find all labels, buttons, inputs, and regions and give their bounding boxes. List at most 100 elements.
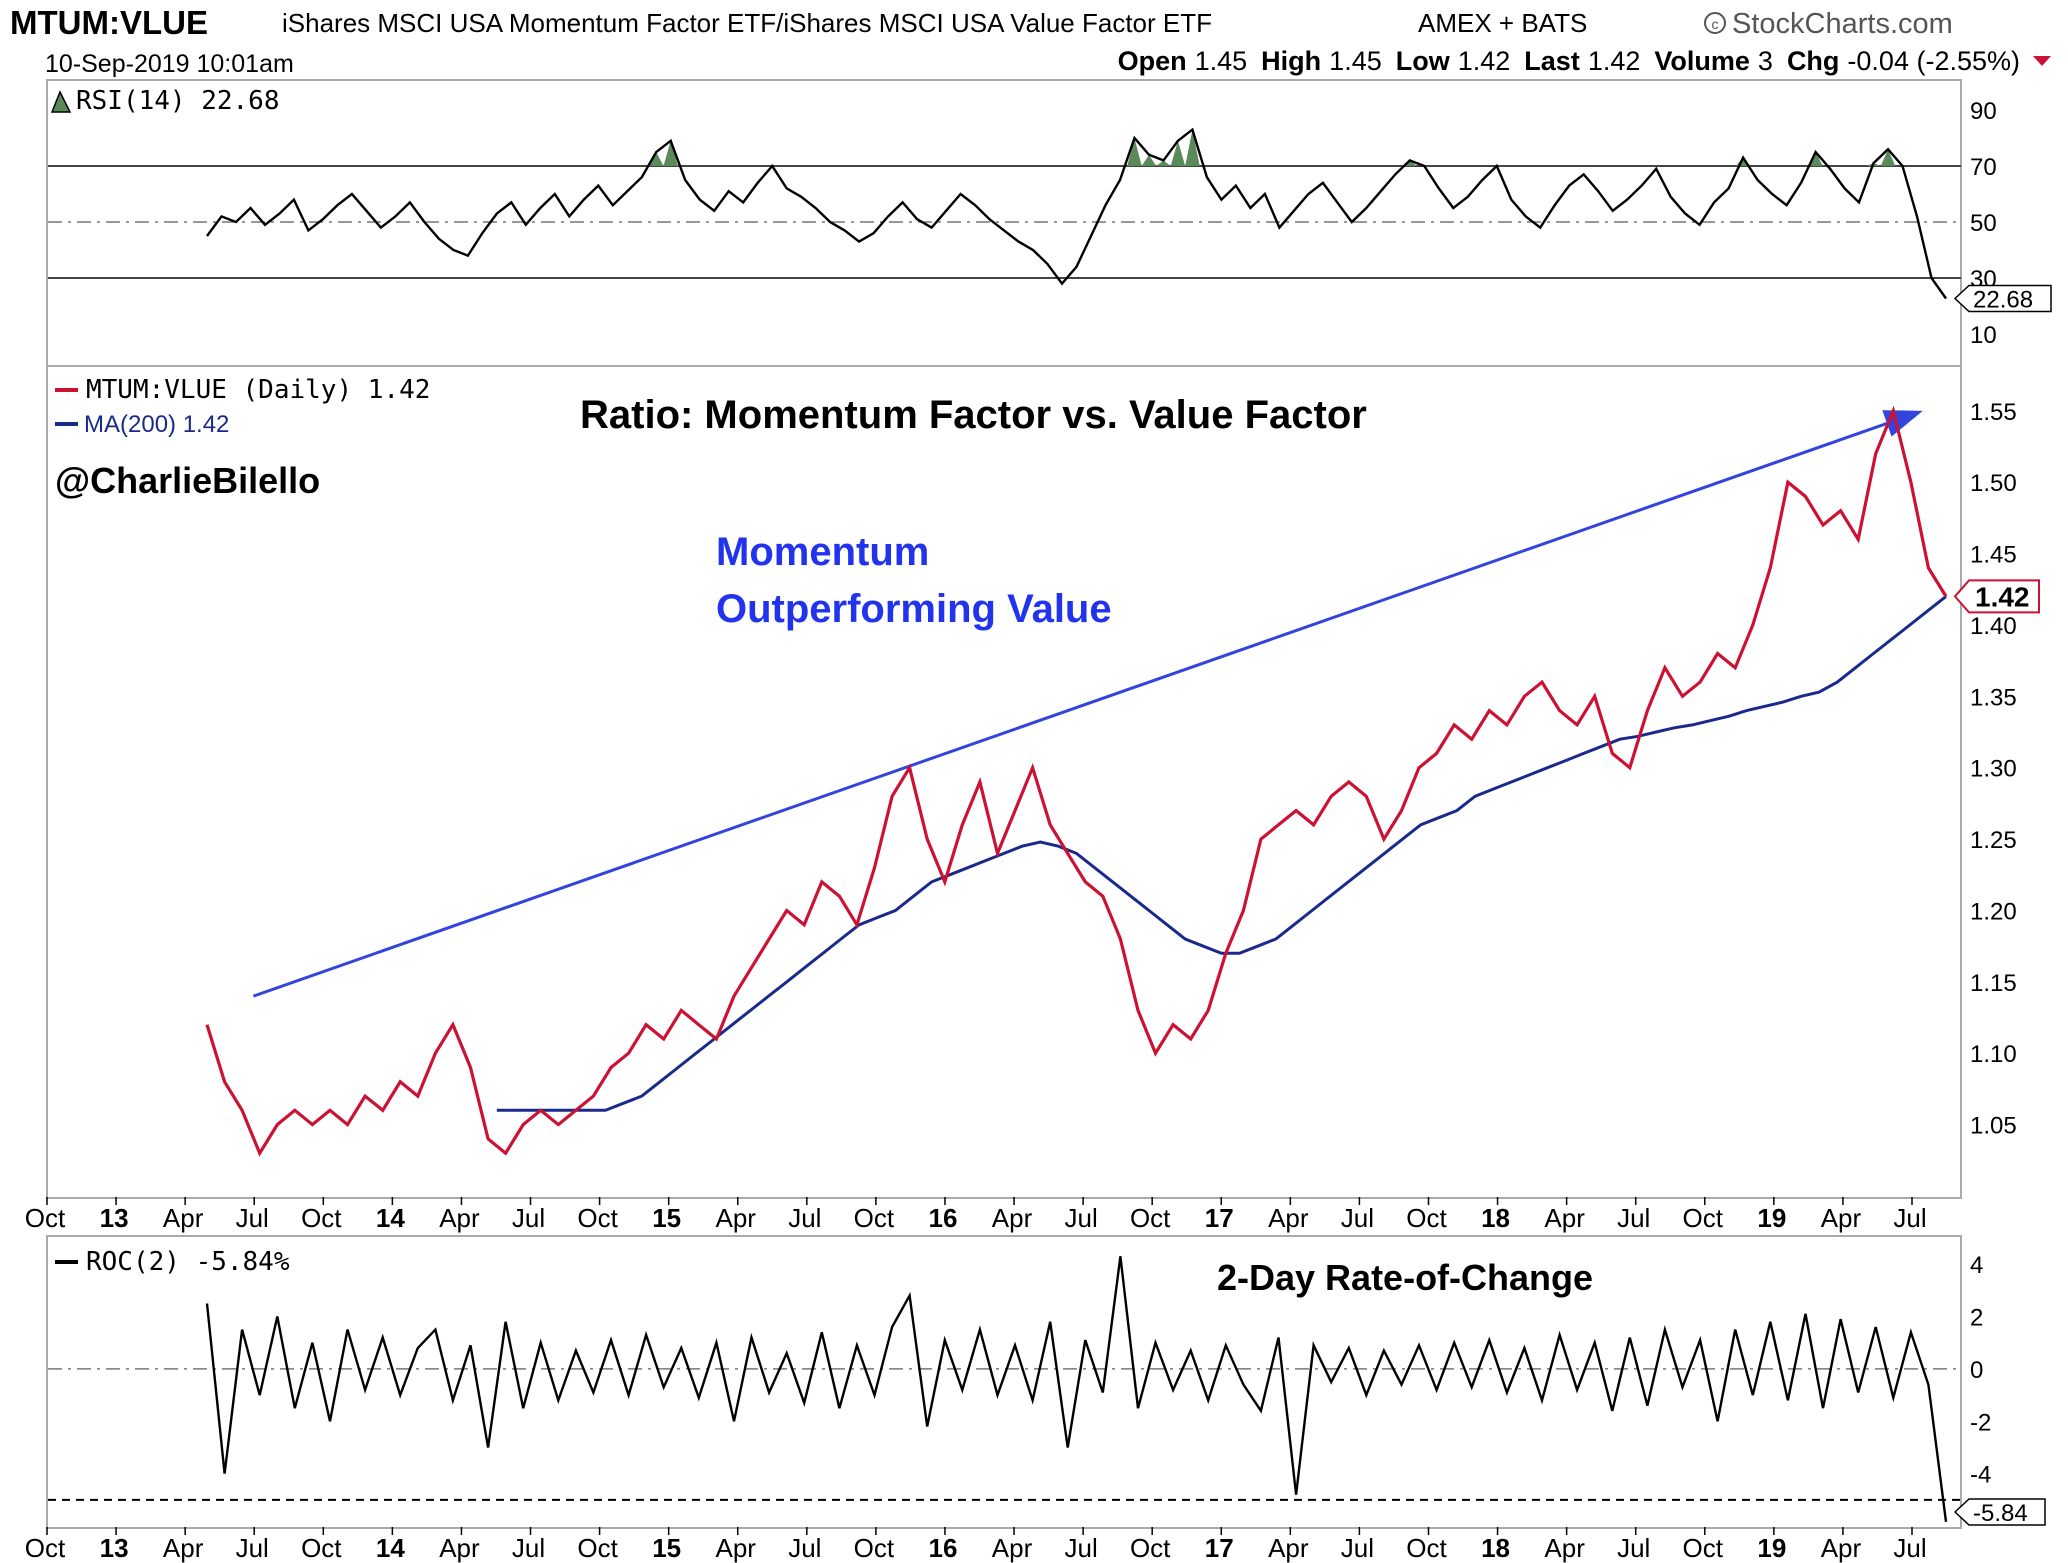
symbol-title: MTUM:VLUE <box>10 4 208 41</box>
stat-label: Chg <box>1787 46 1839 76</box>
x-tick-label: 14 <box>376 1533 405 1563</box>
x-tick-label: Jul <box>788 1533 821 1563</box>
x-tick-label: 16 <box>929 1203 958 1233</box>
x-tick-label: Apr <box>1821 1203 1862 1233</box>
price-tick-label: 1.15 <box>1970 970 2017 997</box>
x-tick-label: Apr <box>1544 1203 1585 1233</box>
price-legend: MTUM:VLUE (Daily) 1.42 MA(200) 1.42 <box>55 375 430 438</box>
x-tick-label: 15 <box>652 1533 681 1563</box>
x-tick-label: Apr <box>1268 1203 1309 1233</box>
x-tick-label: Jul <box>236 1203 269 1233</box>
x-tick-label: Oct <box>854 1533 895 1563</box>
outperforming-annotation: Outperforming Value <box>716 587 1112 631</box>
copyright-icon <box>1704 12 1726 34</box>
rsi-overbought-area <box>1170 140 1186 166</box>
rsi-overbought-area <box>1185 129 1200 166</box>
x-tick-label: Oct <box>1406 1203 1447 1233</box>
rsi-legend: RSI(14) 22.68 <box>50 86 280 116</box>
trend-arrow-line <box>252 421 1888 998</box>
roc-x-axis: Oct 13 Apr Jul Oct 14 Apr Jul Oct 15 Apr Jul Oct 16 Ap… <box>25 1527 1927 1563</box>
rsi-series-line <box>206 127 1947 300</box>
x-tick-label: Jul <box>1893 1203 1926 1233</box>
x-tick-label: 15 <box>652 1203 681 1233</box>
roc-reference-lines <box>48 1368 1961 1501</box>
price-last-value-label: 1.42 <box>1975 581 2030 612</box>
rsi-tick-label: 70 <box>1970 154 1997 181</box>
author-annotation: @CharlieBilello <box>55 460 320 501</box>
x-tick-label: Oct <box>301 1533 342 1563</box>
roc-y-axis: -4 -2 0 2 4 <box>1970 1252 1991 1488</box>
x-tick-label: Oct <box>1683 1533 1724 1563</box>
rsi-tick-label: 10 <box>1970 322 1997 349</box>
roc-tick-label: -4 <box>1970 1462 1991 1489</box>
rsi-overbought-area <box>1156 160 1171 166</box>
roc-legend-label: ROC(2) -5.84% <box>86 1247 290 1277</box>
x-tick-label: Jul <box>1617 1533 1650 1563</box>
price-tick-label: 1.40 <box>1970 613 2017 640</box>
price-tick-label: 1.30 <box>1970 756 2017 783</box>
price-tick-label: 1.35 <box>1970 684 2017 711</box>
ratio-legend-label: MTUM:VLUE (Daily) 1.42 <box>86 375 430 405</box>
x-tick-label: Oct <box>1130 1203 1171 1233</box>
x-tick-label: Jul <box>1064 1533 1097 1563</box>
x-tick-label: Apr <box>716 1533 757 1563</box>
roc-chart-title: 2-Day Rate-of-Change <box>1217 1257 1593 1298</box>
price-tick-label: 1.50 <box>1970 470 2017 497</box>
rsi-last-value-label: 22.68 <box>1973 286 2033 313</box>
x-tick-label: Oct <box>577 1533 618 1563</box>
symbol-description: iShares MSCI USA Momentum Factor ETF/iSh… <box>282 8 1212 38</box>
rsi-overbought-area <box>1127 138 1142 166</box>
stat-label: Volume <box>1654 46 1750 76</box>
rsi-last-value-marker: 22.68 <box>1953 284 2052 313</box>
chart-date: 10-Sep-2019 10:01am <box>45 50 294 78</box>
price-tick-label: 1.55 <box>1970 399 2017 426</box>
x-tick-label: Apr <box>716 1203 757 1233</box>
price-last-value-marker: 1.42 <box>1953 579 2040 614</box>
x-tick-label: Apr <box>1544 1533 1585 1563</box>
stat-label: Open <box>1118 46 1187 76</box>
stat-value: 1.45 <box>1195 46 1248 76</box>
stat-value: 1.42 <box>1458 46 1511 76</box>
price-tick-label: 1.05 <box>1970 1113 2017 1140</box>
price-tick-label: 1.45 <box>1970 542 2017 569</box>
x-tick-label: Apr <box>1821 1533 1862 1563</box>
roc-tick-label: 4 <box>1970 1252 1983 1279</box>
ratio-series-line <box>205 405 1948 1157</box>
roc-legend: ROC(2) -5.84% <box>55 1247 290 1277</box>
x-tick-label: 19 <box>1757 1533 1786 1563</box>
roc-series-line <box>205 1256 1948 1522</box>
x-tick-label: 14 <box>376 1203 405 1233</box>
x-tick-label: 18 <box>1481 1533 1510 1563</box>
rsi-overbought-area <box>663 140 678 166</box>
x-tick-label: Apr <box>163 1203 204 1233</box>
ma-legend-label: MA(200) 1.42 <box>84 411 229 438</box>
stat-label: Low <box>1396 46 1451 76</box>
x-tick-label: Jul <box>1341 1533 1374 1563</box>
roc-last-value-box <box>1953 1498 2046 1526</box>
stat-value: -0.04 (-2.55%) <box>1847 46 2020 76</box>
down-triangle-icon <box>2033 56 2051 66</box>
rsi-legend-icon <box>50 90 72 113</box>
x-tick-label: 13 <box>100 1533 129 1563</box>
x-tick-label: Apr <box>163 1533 204 1563</box>
x-tick-label: Apr <box>439 1203 480 1233</box>
x-tick-label: Oct <box>25 1533 66 1563</box>
x-tick-label: Oct <box>577 1203 618 1233</box>
rsi-tick-label: 50 <box>1970 210 1997 237</box>
stat-value: 1.45 <box>1329 46 1382 76</box>
x-tick-label: Oct <box>1406 1533 1447 1563</box>
rsi-overbought-area <box>1880 149 1896 166</box>
x-tick-label: Oct <box>25 1203 66 1233</box>
roc-last-value-label: -5.84 <box>1973 1500 2028 1527</box>
rsi-last-value-box <box>1953 284 2052 313</box>
rsi-overbought-area <box>648 152 664 166</box>
x-tick-label: Apr <box>439 1533 480 1563</box>
price-last-value-box <box>1953 579 2040 614</box>
x-tick-label: 17 <box>1205 1533 1234 1563</box>
momentum-annotation: Momentum <box>716 530 929 574</box>
roc-last-value-marker: -5.84 <box>1953 1498 2046 1527</box>
x-tick-label: Apr <box>1268 1533 1309 1563</box>
price-y-axis: 1.05 1.10 1.15 1.20 1.25 1.30 1.35 1.40 1.45 1.50… <box>1970 399 2017 1140</box>
roc-tick-label: -2 <box>1970 1409 1991 1436</box>
price-x-axis: Oct 13 Apr Jul Oct 14 Apr Jul Oct 15 Apr Jul Oct 16 Ap… <box>25 1197 1927 1233</box>
